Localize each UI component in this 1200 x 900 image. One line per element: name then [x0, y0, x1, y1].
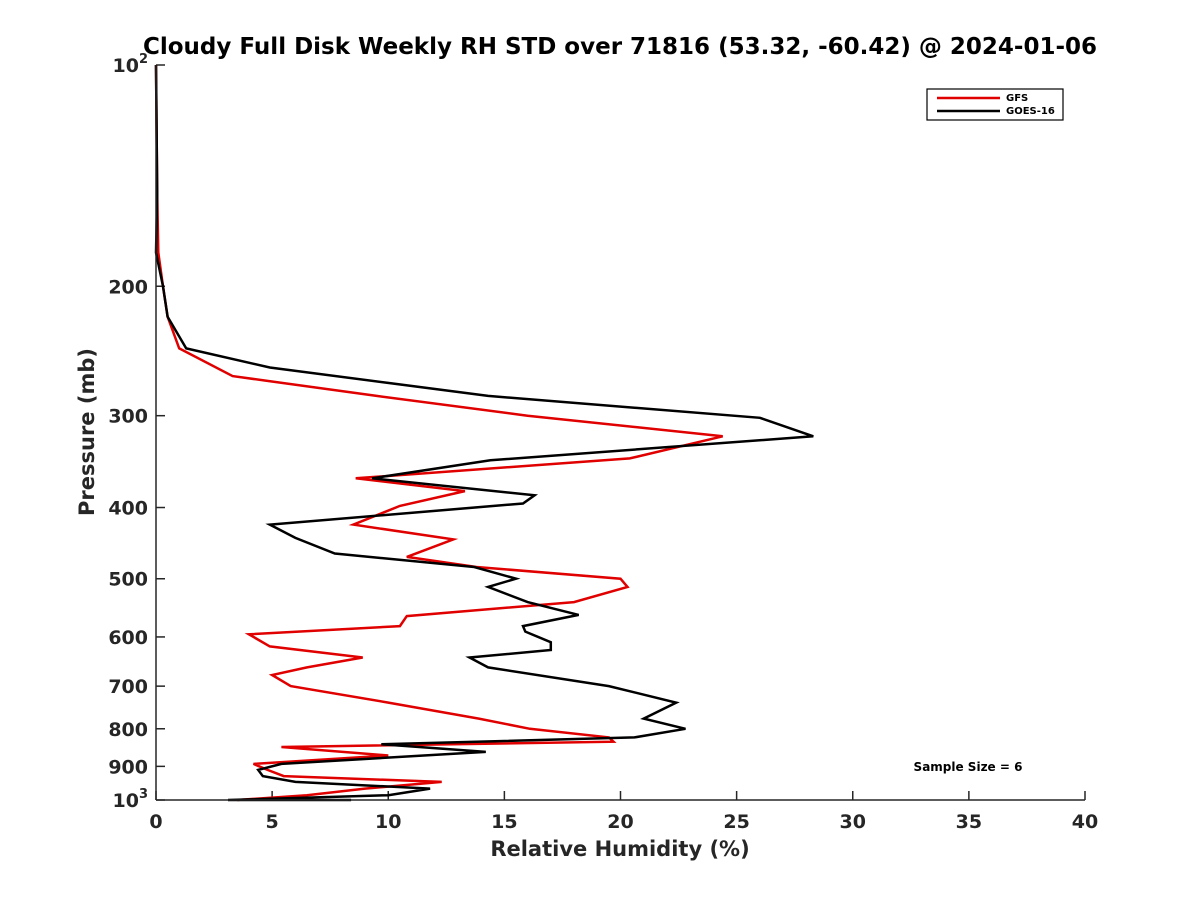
- legend-label-goes16: GOES-16: [1006, 106, 1055, 117]
- x-ticks: 0 5 10 15 20 25 30 35 40: [149, 791, 1098, 833]
- y-tick-label: 600: [108, 627, 148, 649]
- x-axis-label: Relative Humidity (%): [490, 837, 749, 861]
- legend: GFS GOES-16: [926, 88, 1064, 121]
- series-line-goes16: [154, 64, 814, 802]
- y-tick-label: 102: [113, 52, 149, 77]
- chart-title: Cloudy Full Disk Weekly RH STD over 7181…: [143, 34, 1097, 60]
- x-tick-label: 15: [491, 811, 517, 833]
- series-line-gfs: [154, 64, 723, 802]
- sample-size-annotation: Sample Size = 6: [914, 760, 1023, 774]
- y-ticks: 102 200 300 400 500 600 700 800 900 103: [108, 52, 165, 812]
- x-tick-label: 25: [723, 811, 749, 833]
- y-axis-label: Pressure (mb): [75, 348, 99, 516]
- x-tick-label: 30: [840, 811, 866, 833]
- y-tick-label: 300: [108, 406, 148, 428]
- x-tick-label: 10: [375, 811, 401, 833]
- y-tick-label: 800: [108, 719, 148, 741]
- y-tick-label: 200: [108, 276, 148, 298]
- y-tick-label: 500: [108, 569, 148, 591]
- y-tick-label: 103: [113, 787, 149, 812]
- x-tick-label: 20: [607, 811, 633, 833]
- y-tick-label: 400: [108, 498, 148, 520]
- series-layer: [154, 64, 814, 802]
- x-tick-label: 5: [266, 811, 279, 833]
- legend-label-gfs: GFS: [1006, 93, 1028, 104]
- y-tick-label: 900: [108, 756, 148, 778]
- y-tick-label: 700: [108, 676, 148, 698]
- x-tick-label: 40: [1072, 811, 1098, 833]
- legend-box: [926, 88, 1064, 121]
- x-tick-label: 35: [956, 811, 982, 833]
- x-tick-label: 0: [149, 811, 162, 833]
